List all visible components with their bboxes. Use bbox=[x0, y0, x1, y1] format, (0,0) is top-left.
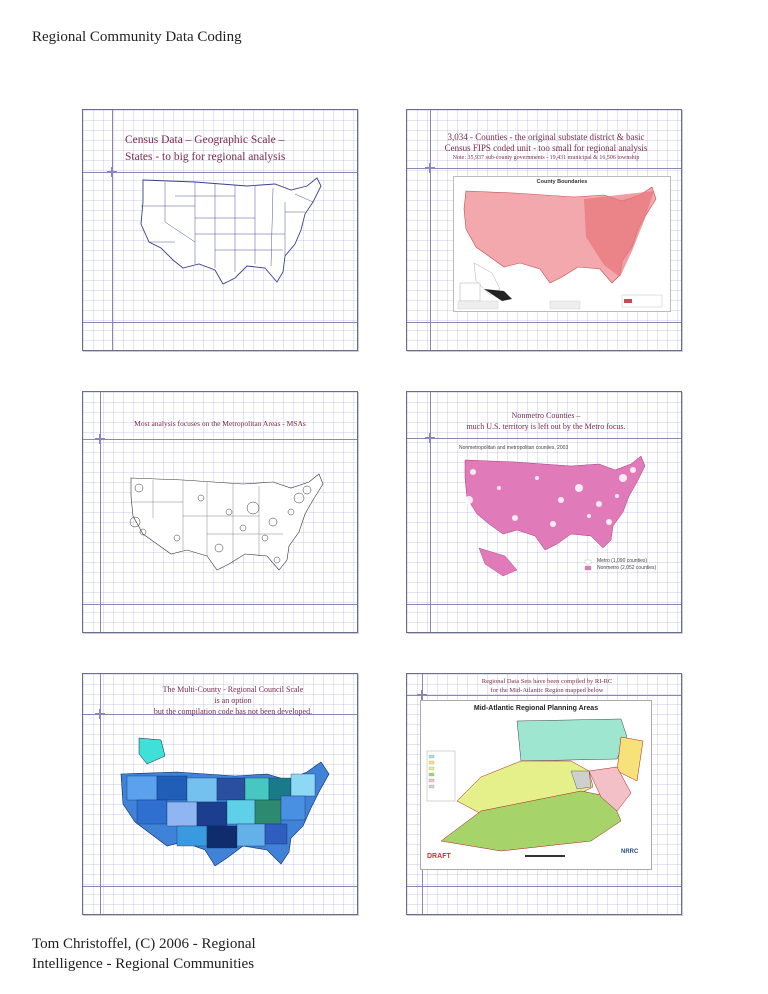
slide-3: Most analysis focuses on the Metropolita… bbox=[82, 391, 358, 633]
slide-title-line-2: States - to big for regional analysis bbox=[125, 151, 286, 163]
slide-1: Census Data – Geographic Scale – States … bbox=[82, 109, 358, 351]
slide-5: The Multi-County - Regional Council Scal… bbox=[82, 673, 358, 915]
map-title: County Boundaries bbox=[536, 179, 588, 185]
footer-line-1: Tom Christoffel, (C) 2006 - Regional bbox=[32, 936, 256, 952]
slide-4: Nonmetro Counties – much U.S. territory … bbox=[406, 391, 682, 633]
slide-6: Regional Data Sets have been compiled by… bbox=[406, 673, 682, 915]
msa-map bbox=[129, 473, 324, 571]
draft-label: DRAFT bbox=[427, 853, 451, 860]
multi-county-map bbox=[120, 737, 330, 867]
map-title: Mid-Atlantic Regional Planning Areas bbox=[473, 705, 599, 712]
slide-title-line-2: for the Mid-Atlantic Region mapped below bbox=[490, 687, 604, 694]
nrrc-logo: NRRC bbox=[621, 849, 639, 855]
us-states-map bbox=[140, 177, 322, 285]
slide-title-line-1: Nonmetro Counties – bbox=[511, 411, 581, 420]
slide-title-line-2: Census FIPS coded unit - too small for r… bbox=[444, 143, 648, 153]
slide-title-line-2: is an option bbox=[214, 696, 252, 705]
page-footer: Tom Christoffel, (C) 2006 - Regional Int… bbox=[32, 934, 256, 974]
mid-atlantic-graphic bbox=[426, 718, 644, 857]
county-boundaries-map: County Boundaries bbox=[453, 176, 671, 312]
slide-title-line-1: Most analysis focuses on the Metropolita… bbox=[134, 419, 306, 428]
slide-title-line-1: Regional Data Sets have been compiled by… bbox=[481, 678, 613, 685]
legend-metro: Metro (1,090 counties) bbox=[597, 558, 648, 564]
slide-note: Note: 35,937 sub-county governments - 19… bbox=[452, 155, 640, 161]
slide-title-line-3: but the compilation code has not been de… bbox=[153, 707, 313, 716]
mid-atlantic-map: Mid-Atlantic Regional Planning Areas DRA… bbox=[420, 700, 652, 870]
page-header: Regional Community Data Coding bbox=[32, 29, 242, 45]
slide-title-line-2: much U.S. territory is left out by the M… bbox=[466, 422, 626, 431]
footer-line-2: Intelligence - Regional Communities bbox=[32, 956, 255, 972]
slide-title-line-1: The Multi-County - Regional Council Scal… bbox=[162, 685, 304, 694]
legend-nonmetro: Nonmetro (2,052 counties) bbox=[597, 565, 657, 571]
map-title: Nonmetropolitan and metropolitan countie… bbox=[459, 445, 569, 451]
county-map-graphic bbox=[457, 186, 663, 310]
nonmetro-counties-map bbox=[464, 455, 646, 577]
slide-2: 3,034 - Counties - the original substate… bbox=[406, 109, 682, 351]
slide-title-line-1: Census Data – Geographic Scale – bbox=[125, 134, 285, 146]
slide-title-line-1: 3,034 - Counties - the original substate… bbox=[447, 132, 645, 142]
